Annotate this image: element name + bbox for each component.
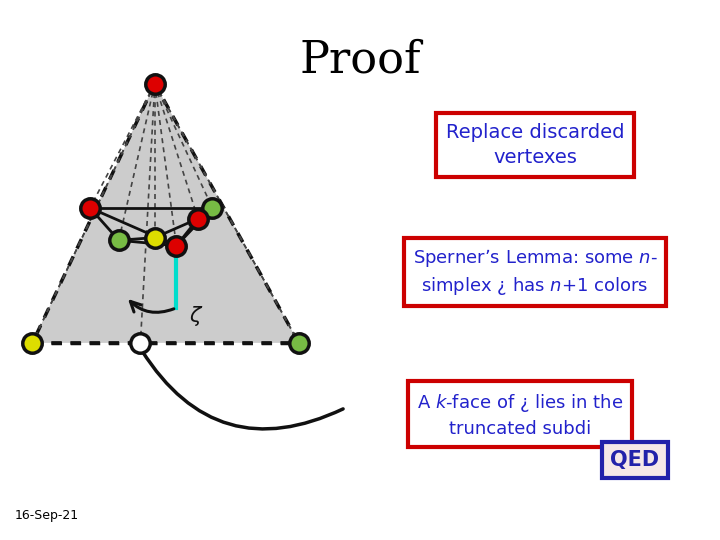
Text: Sperner’s Lemma: some $n$-
simplex ¿ has $n$+$1$ colors: Sperner’s Lemma: some $n$- simplex ¿ has… [413,247,657,297]
Text: Proof: Proof [300,38,420,81]
Text: 16-Sep-21: 16-Sep-21 [15,509,79,522]
Text: A $k$-face of ¿ lies in the
truncated subdi: A $k$-face of ¿ lies in the truncated su… [417,392,623,438]
Text: ζ: ζ [189,306,200,326]
Text: Replace discarded
vertexes: Replace discarded vertexes [446,123,624,167]
FancyArrowPatch shape [130,301,174,312]
Polygon shape [32,84,299,343]
FancyArrowPatch shape [142,350,343,429]
Text: QED: QED [611,450,660,470]
